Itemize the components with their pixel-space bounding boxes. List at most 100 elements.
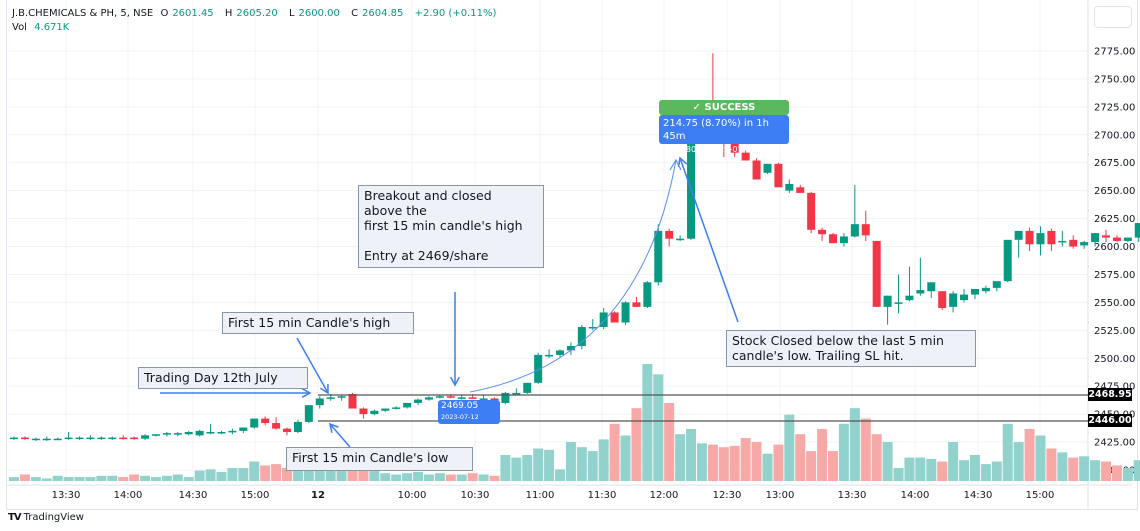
y-axis-label: 2600.00 [1094, 242, 1135, 253]
candle-body [304, 405, 313, 422]
x-axis-label: 12:00 [650, 490, 679, 501]
volume-bar [9, 477, 19, 481]
candle-body [10, 437, 18, 440]
candle-body [283, 428, 291, 432]
arrow-first-low-head [328, 422, 339, 433]
arrow-trading-day-head [301, 388, 312, 398]
volume-bar [456, 474, 467, 481]
volume-bar [1035, 435, 1046, 481]
arrow-stop-loss[interactable] [679, 157, 739, 323]
candle-body [654, 230, 663, 283]
candle-body [676, 238, 685, 241]
volume-bar [937, 461, 948, 481]
candle-body [468, 397, 477, 399]
chart-frame[interactable] [6, 0, 1138, 510]
arrow-first-high[interactable] [296, 337, 329, 394]
volume-bar [30, 477, 41, 481]
volume-bar [1122, 468, 1133, 481]
candle-body [938, 291, 947, 308]
volume-bar [238, 468, 249, 481]
candle-body [130, 437, 139, 440]
volume-bar [172, 474, 183, 481]
y-axis-label: 2775.00 [1094, 47, 1135, 58]
candle-body [141, 435, 150, 439]
volume-bar [598, 439, 609, 481]
volume-bar [838, 423, 849, 481]
candle-body [545, 354, 554, 357]
y-axis-label: 2575.00 [1094, 270, 1135, 281]
profit-label: 214.75 (8.70%) in 1h 45m 2683.80 @ 2023-… [659, 115, 789, 154]
volume-bar [205, 469, 216, 481]
x-axis-label: 14:30 [964, 490, 993, 501]
volume-bar [260, 465, 271, 481]
volume-bar [784, 414, 795, 481]
volume-bar [762, 453, 773, 481]
volume-bar [63, 477, 74, 481]
annotation-first-high: First 15 min Candle's high [222, 312, 414, 334]
volume-bar [347, 461, 358, 481]
volume-bar [1101, 461, 1111, 481]
volume-bar [391, 474, 402, 481]
x-axis-label: 12:30 [713, 490, 742, 501]
volume-bar [96, 475, 107, 481]
success-badge: ✓ SUCCESS [659, 100, 789, 115]
volume-bar [1111, 465, 1122, 481]
x-axis-label: 13:30 [838, 490, 867, 501]
x-axis-label: 10:00 [398, 490, 427, 501]
entry-time: 2023-07-12 10:20 [441, 413, 479, 432]
candle-body [272, 423, 281, 429]
volume-bar [773, 444, 784, 481]
candle-body [905, 295, 914, 301]
volume-bar [369, 470, 380, 481]
volume-bar [500, 455, 511, 481]
arrow-first-high-head [319, 383, 329, 395]
x-axis-label: 14:30 [179, 490, 208, 501]
candle-body [326, 397, 335, 399]
volume-bar [1024, 429, 1035, 481]
tradingview-brand[interactable]: TV TradingView [8, 512, 84, 523]
candle-body [1025, 230, 1034, 245]
entry-price: 2469.05 [441, 401, 479, 411]
volume-bar [1068, 457, 1079, 481]
volume-bar [118, 477, 129, 481]
candle-body [206, 431, 215, 434]
candle-body [850, 224, 859, 237]
candle-body [53, 438, 62, 441]
volume-bar [150, 477, 161, 481]
candle-body [556, 350, 564, 355]
volume-bar [194, 470, 205, 481]
candle-body [970, 288, 979, 295]
symbol-name[interactable]: J.B.CHEMICALS & PH, 5, NSE [12, 8, 154, 19]
volume-bar [292, 462, 303, 481]
volume-bar [216, 471, 227, 481]
price-tag-high-line: 2468.95 [1088, 388, 1132, 401]
arrow-breakout-head [450, 376, 460, 387]
volume-bar [380, 473, 391, 481]
volume-bar [107, 475, 118, 481]
candle-body [807, 192, 816, 230]
x-axis-label: 14:00 [114, 490, 143, 501]
volume-bar [478, 474, 489, 481]
annotation-breakout: Breakout and closed above the first 15 m… [358, 185, 544, 268]
candle-body [479, 398, 488, 400]
brand-name: TradingView [23, 512, 84, 523]
volume-bar [227, 468, 238, 481]
y-axis-label: 2725.00 [1094, 102, 1135, 113]
volume-bar [1046, 448, 1057, 481]
arrow-first-low[interactable] [329, 423, 351, 448]
volume-bar [707, 444, 718, 481]
candle-body [75, 437, 84, 440]
candle-body [86, 437, 95, 440]
volume-bar [969, 455, 980, 481]
candle-body [1091, 233, 1100, 243]
volume-bar [1090, 460, 1101, 481]
profit-main: 214.75 (8.70%) in 1h 45m [663, 118, 769, 142]
candle-body [501, 392, 510, 403]
volume-bar [653, 374, 664, 481]
chart-settings-box[interactable] [1094, 6, 1132, 28]
volume-bar [926, 458, 937, 481]
volume-bar [576, 447, 587, 481]
volume-bar [1057, 452, 1068, 481]
candle-body [1047, 230, 1056, 245]
